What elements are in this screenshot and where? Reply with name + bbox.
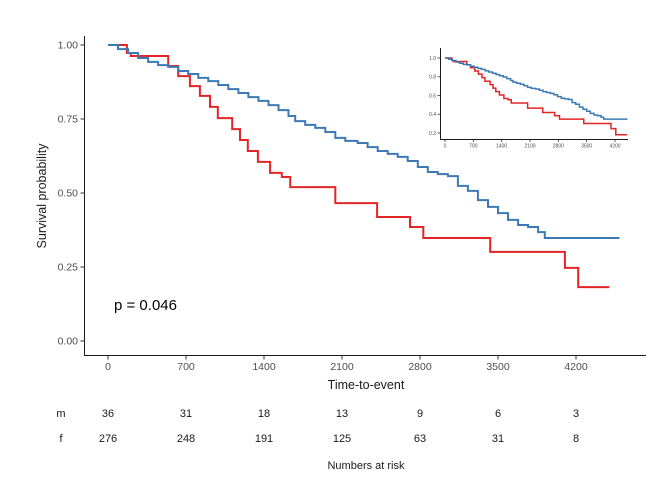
inset-x-tick-label: 1400 xyxy=(496,144,507,150)
inset-curves-group xyxy=(445,57,628,136)
inset-x-tick-label: 700 xyxy=(469,144,478,150)
inset-x-tick-label: 4200 xyxy=(609,144,620,150)
x-tick-label: 3500 xyxy=(486,361,510,373)
inset-x-tick-label: 2100 xyxy=(524,144,535,150)
inset-y-tick-label: 0.4 xyxy=(429,112,436,118)
x-tick-label: 700 xyxy=(177,361,195,373)
x-tick-label: 4200 xyxy=(564,361,588,373)
inset-y-tick-label: 0.2 xyxy=(429,131,436,137)
x-tick-label: 2100 xyxy=(330,361,354,373)
inset-y-tick-label: 1.0 xyxy=(429,56,436,62)
main-curves-group xyxy=(108,44,620,289)
survival-curve-f xyxy=(108,44,620,239)
y-tick-label: 0.00 xyxy=(58,336,79,348)
inset-x-tick-label: 0 xyxy=(444,144,447,150)
inset-y-tick-label: 0.6 xyxy=(429,93,436,99)
inset-y-tick-label: 0.8 xyxy=(429,75,436,81)
x-tick-label: 1400 xyxy=(252,361,276,373)
inset-survival-curve-f xyxy=(445,57,628,120)
inset-x-tick-label: 2800 xyxy=(553,144,564,150)
y-tick-label: 0.25 xyxy=(58,262,79,274)
x-tick-label: 2800 xyxy=(408,361,432,373)
x-tick-label: 0 xyxy=(105,361,111,373)
y-tick-label: 0.75 xyxy=(58,114,79,126)
survival-curve-m xyxy=(108,44,610,289)
y-tick-label: 0.50 xyxy=(58,188,79,200)
inset-x-tick-label: 3500 xyxy=(581,144,592,150)
inset-survival-curve-m xyxy=(445,57,628,136)
y-tick-label: 1.00 xyxy=(58,40,79,52)
